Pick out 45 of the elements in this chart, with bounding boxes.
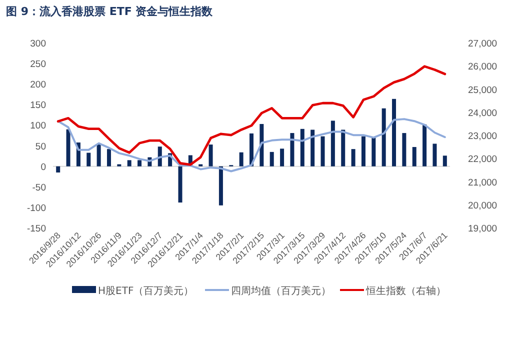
chart-title: 图 9：流入香港股票 ETF 资金与恒生指数 xyxy=(6,5,214,18)
bar xyxy=(218,166,223,206)
bar xyxy=(138,160,142,166)
bar xyxy=(432,144,437,166)
bar xyxy=(412,147,416,166)
text: 23,000 xyxy=(468,131,498,142)
bar xyxy=(320,136,325,166)
bar xyxy=(250,133,254,166)
bar xyxy=(86,152,91,166)
text: 21,000 xyxy=(468,177,498,188)
bar xyxy=(96,144,101,166)
bar xyxy=(330,120,335,166)
bar xyxy=(392,98,396,166)
bar xyxy=(178,166,182,203)
bar xyxy=(442,156,447,166)
axis-y: -150 -100 -50 0 50 100 150 200 250 300 xyxy=(26,38,46,234)
bar xyxy=(290,133,294,166)
bar xyxy=(260,124,264,166)
bar xyxy=(372,136,376,166)
bar xyxy=(361,136,366,166)
text: 22,000 xyxy=(468,154,498,166)
bar xyxy=(280,148,284,166)
bar xyxy=(127,160,132,166)
bar xyxy=(402,133,406,166)
text: 26,000 xyxy=(468,62,498,73)
text: 19,000 xyxy=(468,224,498,234)
bar xyxy=(56,166,60,172)
legend-label: 恒生指数（右轴） xyxy=(365,285,446,297)
bar xyxy=(351,149,356,166)
bar xyxy=(300,128,304,166)
bar xyxy=(310,130,315,166)
legend-label: H股ETF（百万美元） xyxy=(98,285,194,297)
legend-label: 四周均值（百万美元） xyxy=(231,285,331,297)
bar xyxy=(106,149,111,166)
bar xyxy=(208,144,213,166)
bar xyxy=(382,108,386,166)
text: 20,000 xyxy=(468,200,498,212)
bar xyxy=(341,130,346,166)
bar xyxy=(239,152,244,166)
text: 25,000 xyxy=(468,84,498,96)
bar xyxy=(422,124,427,166)
text: 24,000 xyxy=(468,108,498,119)
bar xyxy=(66,129,70,166)
bar xyxy=(270,152,274,166)
text: 27,000 xyxy=(468,38,498,50)
